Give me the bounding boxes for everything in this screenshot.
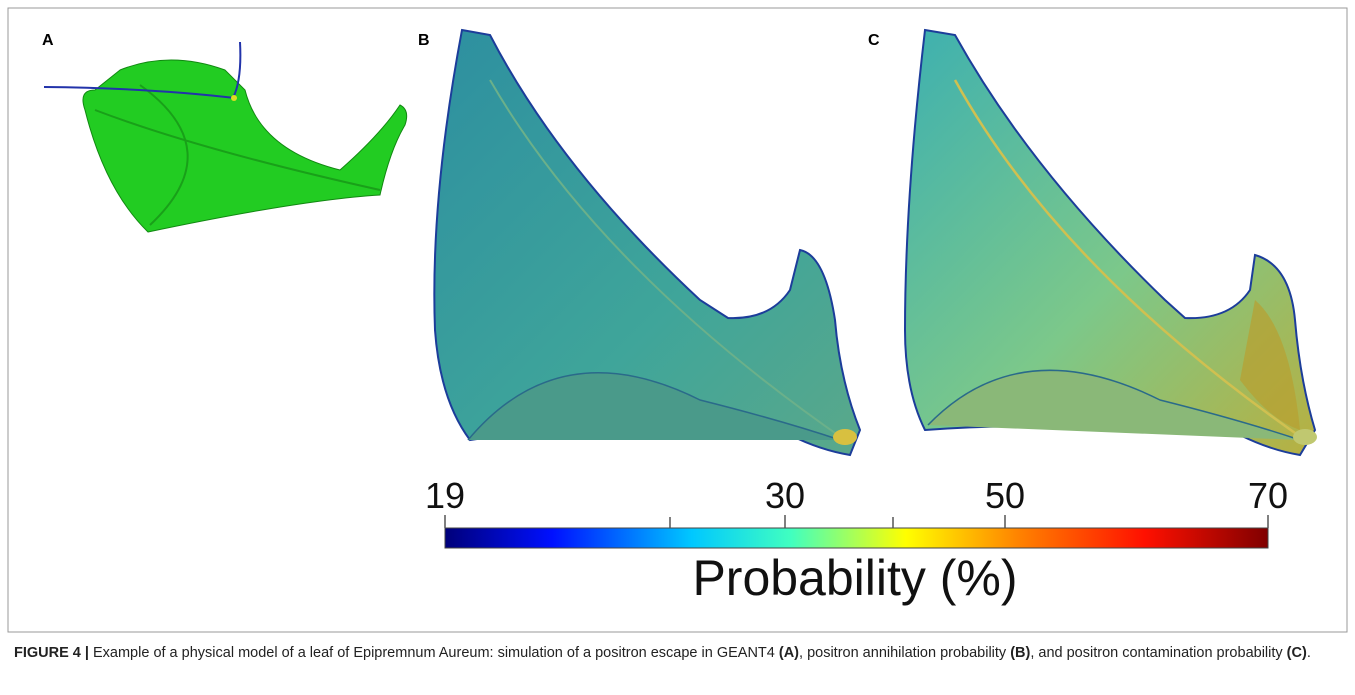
tick-label: 30: [765, 475, 805, 516]
caption: FIGURE 4 | Example of a physical model o…: [14, 640, 1334, 666]
leaf-a: [43, 41, 408, 233]
colorbar-label: Probability (%): [692, 550, 1017, 606]
caption-text: Example of a physical model of a leaf of…: [88, 645, 779, 661]
colorbar-ticks: 19 30 50 70: [425, 475, 1288, 528]
panel-label: A: [42, 32, 54, 49]
caption-text: .: [1306, 645, 1311, 661]
caption-text: (B): [1010, 645, 1031, 661]
caption-text: (C): [1286, 645, 1307, 661]
panel-label: B: [418, 32, 430, 49]
figure: A B C 19 30 50 70 Probability (%): [7, 7, 1348, 633]
caption-text: , positron annihilation probability: [799, 645, 1011, 661]
tick-label: 70: [1248, 475, 1288, 516]
caption-text: (A): [778, 645, 800, 661]
figure-number: FIGURE 4 |: [14, 645, 89, 661]
figure-frame: [7, 7, 1348, 633]
tick-label: 19: [425, 475, 465, 516]
leaf-c: [903, 28, 1317, 457]
tick-label: 50: [985, 475, 1025, 516]
colorbar: [444, 527, 1269, 549]
panel-label: C: [868, 32, 880, 49]
leaf-b: [433, 28, 862, 457]
caption-text: , and positron contamination probability: [1030, 645, 1287, 661]
